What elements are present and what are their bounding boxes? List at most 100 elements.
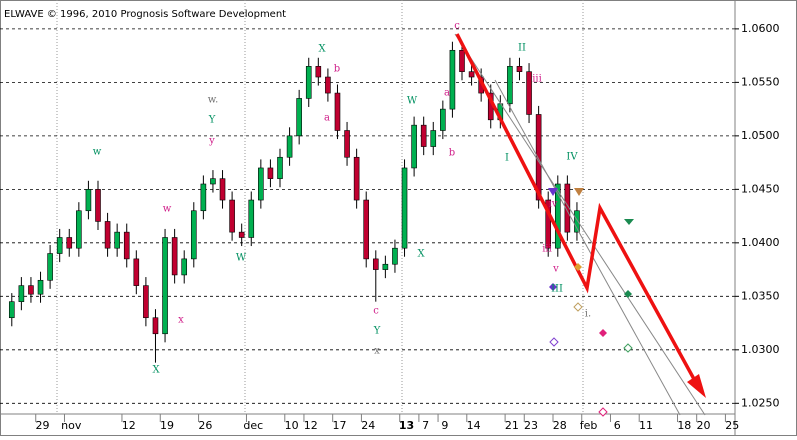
x-tick-label: 12: [304, 419, 318, 432]
marker: [624, 290, 632, 298]
candle-body: [8, 301, 15, 319]
wave-label: b: [449, 148, 455, 159]
y-tick-label: 1.0600: [741, 22, 780, 35]
x-tick-label: feb: [580, 419, 598, 432]
candle-body: [545, 199, 552, 249]
candle-body: [353, 156, 360, 201]
marker: [624, 219, 634, 225]
x-tick-label: 29: [36, 419, 50, 432]
wave-label: II: [518, 43, 526, 54]
candle-body: [143, 285, 149, 319]
y-tick-label: 1.0450: [741, 182, 780, 195]
wave-label: iv: [549, 199, 558, 210]
wave-label: x: [178, 315, 184, 326]
candle-body: [286, 135, 293, 158]
x-tick-label: 23: [524, 419, 538, 432]
candle-body: [564, 183, 571, 233]
candle-body: [152, 317, 159, 335]
x-tick-label: nov: [61, 419, 82, 432]
y-tick-label: 1.0500: [741, 129, 780, 142]
wave-label: W: [236, 253, 247, 264]
candle-body: [66, 237, 73, 249]
x-tick-label: 24: [361, 419, 375, 432]
wave-label: W: [407, 96, 418, 107]
marker: [574, 263, 582, 271]
candle-body: [56, 237, 63, 254]
x-tick-label: dec: [243, 419, 263, 432]
candle-body: [267, 167, 274, 179]
candle-body: [554, 183, 561, 249]
candle-body: [526, 71, 532, 115]
candle-body: [411, 124, 417, 169]
candle-body: [277, 156, 283, 179]
x-tick-label: 28: [553, 419, 567, 432]
marker: [598, 407, 608, 417]
wave-label: iii: [542, 244, 552, 255]
candle-body: [162, 237, 168, 335]
wave-label: X: [417, 249, 425, 260]
axes: 1.0250 1.0300 1.0350 1.0400 1.0450 1.0500 1.05…: [35, 22, 780, 432]
candle-body: [210, 178, 216, 185]
candle-body: [363, 199, 370, 260]
x-tick-label: 19: [160, 419, 174, 432]
arrowhead: [687, 374, 706, 398]
candle-body: [190, 210, 197, 260]
x-tick-label: 9: [441, 419, 448, 432]
channel-line: [454, 33, 706, 416]
candle-body: [449, 49, 456, 110]
candle-body: [296, 98, 302, 137]
chart-title: ELWAVE © 1996, 2010 Prognosis Software D…: [4, 9, 286, 20]
candle-body: [28, 285, 34, 295]
candle-body: [372, 258, 379, 270]
candle-body: [133, 258, 140, 286]
marker: [623, 343, 633, 353]
wave-label: IV: [566, 152, 578, 163]
candle-body: [248, 199, 255, 238]
candle-body: [181, 258, 188, 276]
candle-body: [468, 71, 475, 78]
candle-body: [219, 178, 226, 201]
candle-body: [238, 231, 245, 238]
wave-label: X: [318, 44, 326, 55]
candle-body: [18, 285, 25, 302]
marker: [573, 302, 583, 312]
candle-body: [401, 167, 408, 249]
marker: [599, 329, 607, 337]
x-tick-label: 25: [725, 419, 739, 432]
candle-body: [85, 189, 92, 212]
grid: [0, 28, 735, 404]
wave-label: c: [373, 306, 379, 317]
x-tick-label: 14: [467, 419, 481, 432]
x-tick-label: 26: [198, 419, 212, 432]
wave-label: a: [324, 113, 330, 124]
wave-label: Y: [373, 326, 381, 337]
candle-body: [305, 66, 312, 99]
wave-label: I: [505, 153, 509, 164]
wave-label: i.: [585, 309, 591, 320]
candle-body: [95, 189, 101, 222]
candle-body: [392, 247, 398, 265]
wave-label: c: [454, 21, 460, 32]
marker: [574, 188, 584, 196]
candle-body: [516, 66, 523, 72]
wave-label: v: [552, 264, 559, 275]
wave-label: a: [444, 88, 450, 99]
candle-body: [104, 221, 111, 249]
x-tick-label: 12: [122, 419, 136, 432]
wave-projection: [455, 33, 702, 391]
marker: [548, 188, 558, 196]
candle-body: [315, 66, 322, 78]
candle-body: [344, 130, 350, 158]
wave-label: x: [374, 346, 380, 357]
x-tick-label: 21: [505, 419, 519, 432]
candle-body: [229, 199, 235, 233]
candle-body: [114, 231, 120, 249]
candle-body: [76, 210, 82, 249]
wave-label: X: [152, 365, 160, 376]
candle-body: [507, 66, 513, 105]
x-tick-label: 18: [677, 419, 691, 432]
